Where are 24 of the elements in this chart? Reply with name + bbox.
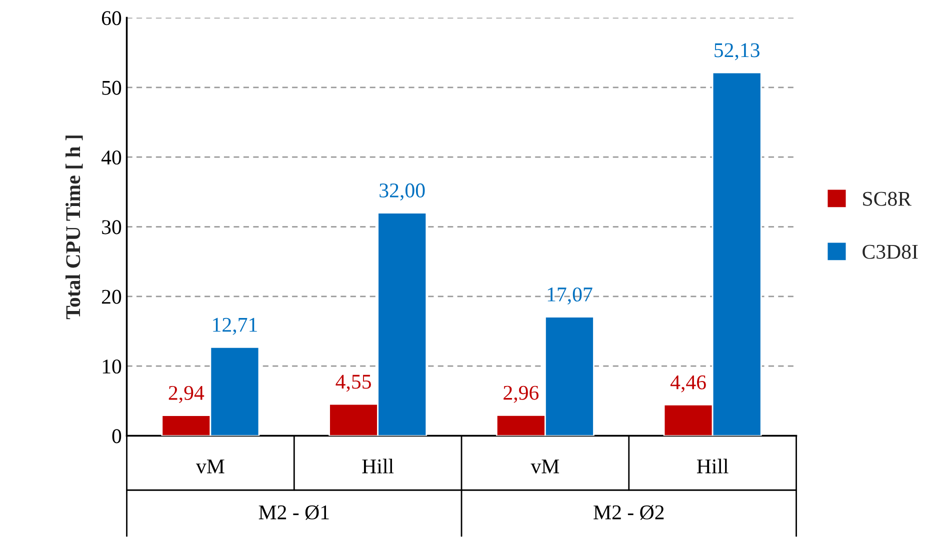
data-label: 17,07 xyxy=(548,287,592,305)
data-label: 2,94 xyxy=(168,386,204,403)
data-label: 2,96 xyxy=(504,386,539,403)
y-tick-label: 30 xyxy=(102,220,122,234)
y-tick-label: 20 xyxy=(102,290,122,304)
data-label: 4,46 xyxy=(670,375,706,392)
legend-label: SC8R xyxy=(863,192,912,206)
y-axis-title: Total CPU Time [ h ] xyxy=(66,136,83,320)
legend-label: C3D8I xyxy=(862,244,918,259)
x-tick-label: vM xyxy=(196,460,224,474)
y-tick-label: 50 xyxy=(102,80,122,95)
text: M2 - Ø1 xyxy=(258,505,329,520)
data-label: 12,71 xyxy=(213,318,257,335)
y-tick-label: 60 xyxy=(102,11,122,26)
y-tick-label: 10 xyxy=(102,359,122,374)
text: M2 - Ø2 xyxy=(594,505,664,520)
x-tick-label: Hill xyxy=(362,458,394,474)
y-tick-label: 0 xyxy=(112,429,122,444)
y-tick-label: 40 xyxy=(101,150,122,165)
data-label: 4,55 xyxy=(336,374,371,392)
data-label: 52,13 xyxy=(714,43,760,60)
data-label: 32,00 xyxy=(380,183,425,200)
x-tick-label: vM xyxy=(530,460,560,474)
x-tick-label: Hill xyxy=(696,458,728,474)
